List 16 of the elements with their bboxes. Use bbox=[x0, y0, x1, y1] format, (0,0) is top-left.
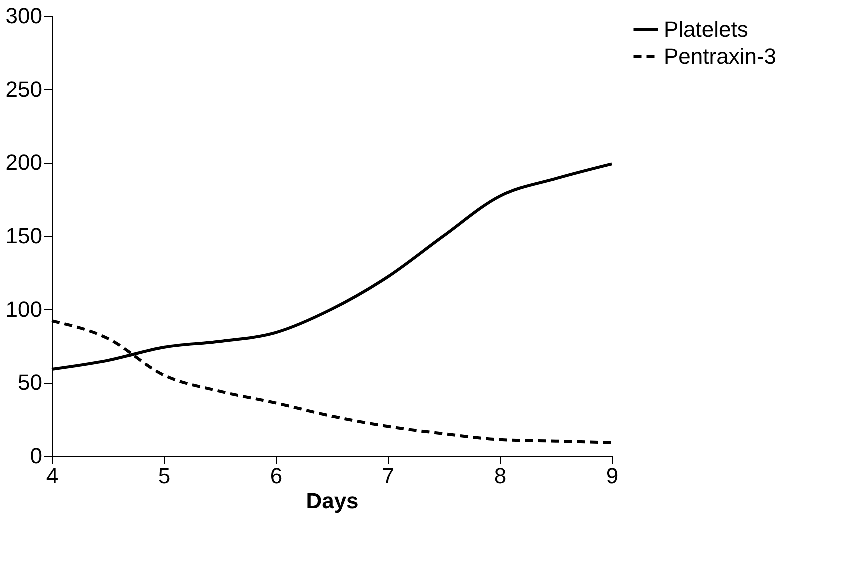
x-tick-label: 4 bbox=[46, 464, 59, 488]
y-tick-label: 250 bbox=[6, 76, 42, 102]
y-tick-label: 200 bbox=[6, 150, 42, 176]
x-axis-title: Days bbox=[306, 488, 359, 514]
y-tick-label: 300 bbox=[6, 4, 42, 28]
legend-label: Pentraxin-3 bbox=[664, 44, 777, 69]
x-tick-label: 7 bbox=[382, 464, 395, 488]
x-tick-label: 8 bbox=[494, 464, 507, 488]
y-tick-label: 150 bbox=[6, 224, 42, 248]
y-tick-label: 0 bbox=[30, 444, 42, 468]
y-tick-label: 50 bbox=[18, 370, 42, 396]
legend-label: Platelets bbox=[664, 17, 748, 42]
x-tick-label: 9 bbox=[606, 464, 619, 488]
x-tick-label: 5 bbox=[158, 464, 171, 488]
x-tick-label: 6 bbox=[270, 464, 283, 488]
y-tick-label: 100 bbox=[6, 296, 42, 322]
